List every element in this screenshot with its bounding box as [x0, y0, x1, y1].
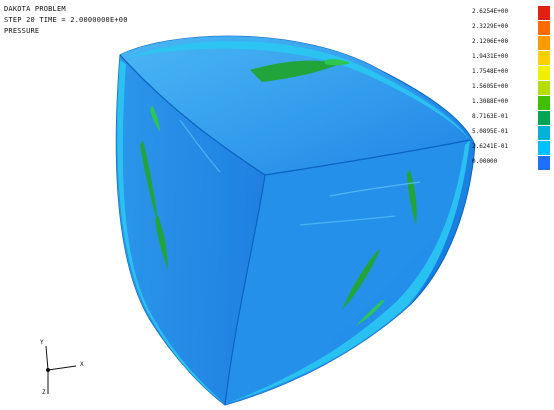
pressure-patch-right-lower-small — [356, 300, 385, 326]
edge-top-right — [264, 139, 471, 176]
shell-right-face — [225, 140, 470, 405]
edge-center-down — [224, 174, 266, 406]
shell-top-face — [120, 36, 470, 175]
legend-swatch — [538, 51, 550, 65]
rim-band-top — [128, 41, 470, 140]
legend-swatch — [538, 96, 550, 110]
rim-band-right — [228, 140, 470, 403]
status-header: DAKOTA PROBLEM STEP 20 TIME = 2.0000000E… — [4, 4, 264, 37]
pressure-patch-left-upper — [140, 140, 158, 225]
legend-swatch — [538, 6, 550, 20]
legend-label: 1.3088E+00 — [472, 98, 509, 105]
legend-row: 0.00000 — [472, 156, 550, 170]
pressure-patch-top — [250, 60, 340, 82]
legend-swatch — [538, 81, 550, 95]
legend-row: 1.7548E+00 — [472, 66, 550, 80]
legend-row: 1.3088E+00 — [472, 96, 550, 110]
color-legend: 2.6254E+00 2.3229E+00 2.1206E+00 1.9431E… — [472, 6, 550, 206]
shell-outline — [115, 35, 476, 406]
legend-label: 2.3229E+00 — [472, 23, 509, 30]
legend-row: 1.9431E+00 — [472, 51, 550, 65]
legend-label: 8.7163E-01 — [472, 113, 509, 120]
pressure-patch-right-upper — [407, 170, 417, 225]
legend-row: 2.6254E+00 — [472, 6, 550, 20]
legend-swatch — [538, 156, 550, 170]
light-streak-1 — [329, 181, 421, 197]
legend-swatch — [538, 36, 550, 50]
legend-row: 2.6241E-01 — [472, 141, 550, 155]
axis-label-y: Y — [40, 339, 44, 346]
edge-top-left — [119, 54, 266, 176]
pressure-patch-right-lower-large — [342, 250, 380, 310]
legend-swatch — [538, 111, 550, 125]
pressure-patch-left-middle — [155, 215, 168, 270]
legend-row: 2.3229E+00 — [472, 21, 550, 35]
legend-label: 2.1206E+00 — [472, 38, 509, 45]
axis-triad-graphic — [45, 345, 77, 394]
legend-label: 0.00000 — [472, 158, 498, 165]
rim-band-left — [117, 60, 224, 403]
legend-label: 2.6241E-01 — [472, 143, 509, 150]
legend-label: 1.5605E+00 — [472, 83, 509, 90]
legend-row: 2.1206E+00 — [472, 36, 550, 50]
pressure-patch-top-small — [325, 59, 350, 66]
legend-label: 1.9431E+00 — [472, 53, 509, 60]
axis-label-z: Z — [42, 389, 46, 396]
legend-row: 8.7163E-01 — [472, 111, 550, 125]
field-label: PRESSURE — [4, 27, 40, 35]
legend-swatch — [538, 21, 550, 35]
axis-label-x: X — [80, 361, 84, 368]
legend-label: 1.7548E+00 — [472, 68, 509, 75]
shell-left-face — [116, 55, 265, 405]
legend-swatch — [538, 126, 550, 140]
legend-swatch — [538, 66, 550, 80]
pressure-patch-left-lower — [150, 105, 160, 132]
legend-swatch — [538, 141, 550, 155]
legend-row: 1.5605E+00 — [472, 81, 550, 95]
axis-triad: Y X Z — [24, 338, 104, 398]
light-streak-2 — [299, 215, 396, 226]
problem-title: DAKOTA PROBLEM — [4, 5, 66, 13]
legend-row: 5.0895E-01 — [472, 126, 550, 140]
light-streak-3 — [179, 119, 221, 173]
legend-label: 2.6254E+00 — [472, 8, 509, 15]
legend-label: 5.0895E-01 — [472, 128, 509, 135]
step-time-text: STEP 20 TIME = 2.0000000E+00 — [4, 16, 128, 24]
